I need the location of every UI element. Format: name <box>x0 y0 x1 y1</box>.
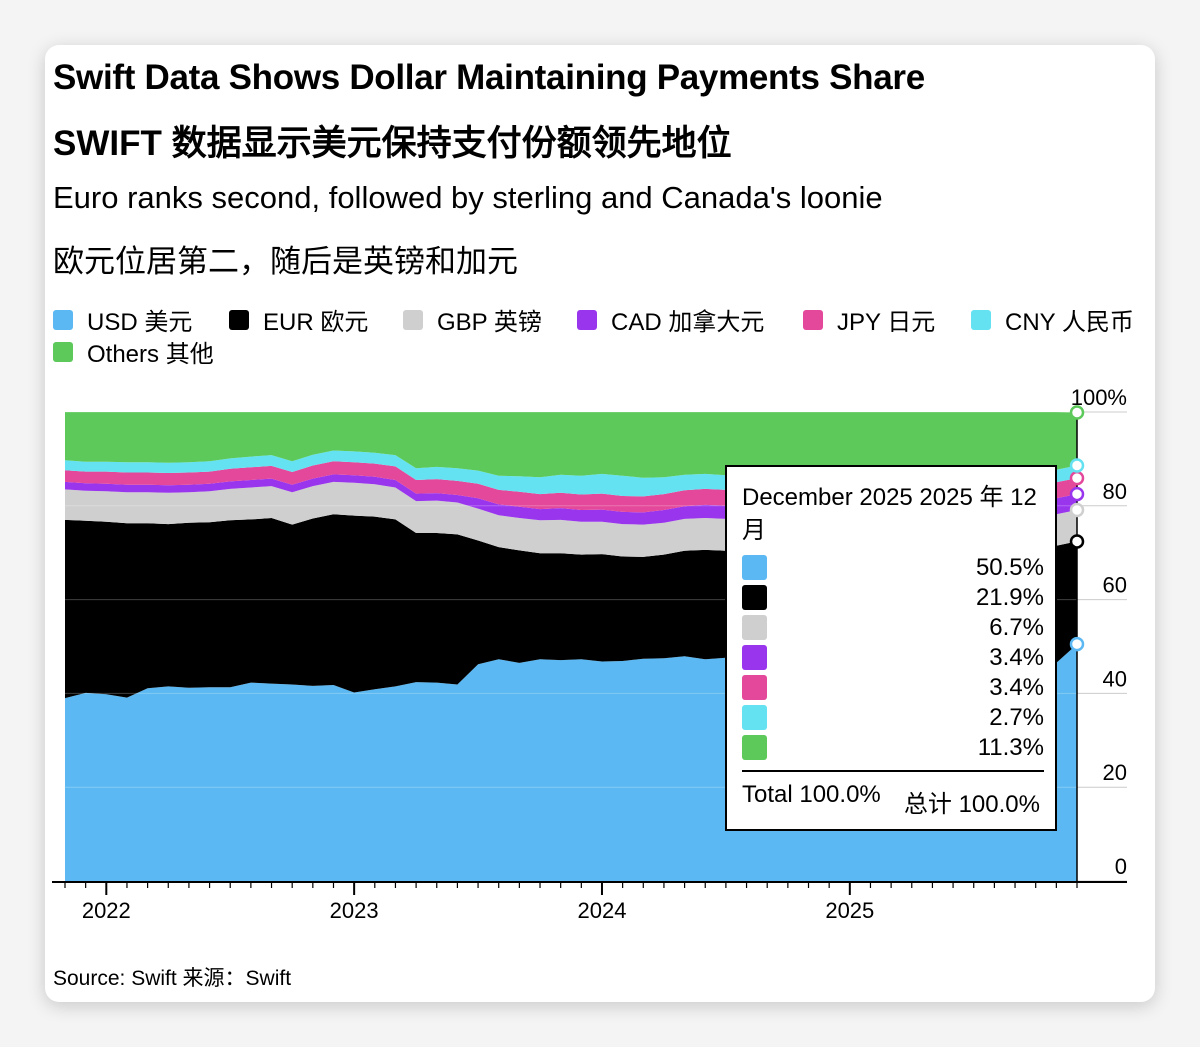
legend-label-usd: USD 美元 <box>87 309 193 336</box>
hover-marker-1 <box>1069 534 1085 549</box>
x-tick-label-2025: 2025 <box>825 898 874 923</box>
legend-label-gbp: GBP 英镑 <box>437 309 542 336</box>
tooltip-value-jpy: 3.4% <box>989 674 1044 701</box>
y-tick-label-80: 80 <box>1103 479 1127 504</box>
y-tick-label-0: 0 <box>1115 854 1127 879</box>
tooltip-row-eur: 21.9% <box>742 585 1044 611</box>
tooltip-date: December 2025 2025 年 12 月 <box>742 484 1037 544</box>
legend-label-eur: EUR 欧元 <box>263 309 369 336</box>
hover-tooltip: December 2025 2025 年 12 月 50.5% 21.9% 6.… <box>725 465 1057 831</box>
x-tick-label-2024: 2024 <box>578 898 627 923</box>
tooltip-value-cny: 2.7% <box>989 704 1044 731</box>
hover-marker-5 <box>1069 458 1085 473</box>
tooltip-swatch-usd <box>742 555 767 580</box>
legend-label-cad: CAD 加拿大元 <box>611 309 765 336</box>
legend-label-jpy: JPY 日元 <box>837 309 936 336</box>
legend-item-eur[interactable]: EUR 欧元 <box>229 302 368 337</box>
hover-marker-2 <box>1069 502 1085 518</box>
legend-swatch-eur <box>229 309 249 330</box>
chart-subtitle-zh: 欧元位居第二，随后是英镑和加元 <box>53 244 518 279</box>
tooltip-swatch-gbp <box>742 615 767 640</box>
y-tick-label-40: 40 <box>1103 666 1127 691</box>
legend-item-cny[interactable]: CNY 人民币 <box>971 302 1134 337</box>
legend-item-gbp[interactable]: GBP 英镑 <box>403 302 542 337</box>
tooltip-row-jpy: 3.4% <box>742 675 1044 701</box>
tooltip-value-usd: 50.5% <box>975 554 1044 581</box>
tooltip-swatch-cad <box>742 645 767 670</box>
legend-label-cny: CNY 人民币 <box>1005 309 1134 336</box>
legend-swatch-jpy <box>803 309 823 330</box>
y-tick-label-100: 100% <box>1071 385 1127 410</box>
tooltip-row-usd: 50.5% <box>742 555 1044 581</box>
tooltip-value-cad: 3.4% <box>989 644 1044 671</box>
legend-item-cad[interactable]: CAD 加拿大元 <box>577 302 764 337</box>
tooltip-swatch-cny <box>742 705 767 730</box>
legend-item-others[interactable]: Others 其他 <box>53 334 214 369</box>
x-tick-label-2022: 2022 <box>82 898 131 923</box>
tooltip-row-cad: 3.4% <box>742 645 1044 671</box>
legend-item-jpy[interactable]: JPY 日元 <box>803 302 935 337</box>
tooltip-swatch-others <box>742 735 767 760</box>
chart-subtitle-en: Euro ranks second, followed by sterling … <box>53 180 883 215</box>
hover-marker-4 <box>1069 470 1085 486</box>
tooltip-swatch-eur <box>742 585 767 610</box>
chart-title-en: Swift Data Shows Dollar Maintaining Paym… <box>53 58 925 97</box>
y-tick-label-60: 60 <box>1103 573 1127 598</box>
hover-marker-3 <box>1069 486 1085 502</box>
legend-swatch-others <box>53 341 73 362</box>
tooltip-value-others: 11.3% <box>977 734 1044 761</box>
tooltip-value-eur: 21.9% <box>975 584 1044 611</box>
hover-marker-6 <box>1069 405 1085 420</box>
legend-label-others: Others 其他 <box>87 341 214 368</box>
x-tick-label-2023: 2023 <box>330 898 379 923</box>
series-area-6 <box>65 412 1077 478</box>
tooltip-value-gbp: 6.7% <box>989 614 1044 641</box>
legend-swatch-cny <box>971 309 991 330</box>
legend-item-usd[interactable]: USD 美元 <box>53 302 192 337</box>
hover-marker-0 <box>1069 636 1085 652</box>
tooltip-total-en: Total 100.0% <box>742 781 881 808</box>
tooltip-row-others: 11.3% <box>742 735 1044 761</box>
tooltip-row-cny: 2.7% <box>742 705 1044 731</box>
tooltip-total-zh: 总计 100.0% <box>903 791 1040 818</box>
legend-swatch-usd <box>53 309 73 330</box>
legend-swatch-gbp <box>403 309 423 330</box>
chart-title-zh: SWIFT 数据显示美元保持支付份额领先地位 <box>53 124 732 163</box>
tooltip-divider <box>742 770 1044 772</box>
source-note: Source: Swift 来源：Swift <box>53 967 292 990</box>
legend-swatch-cad <box>577 309 597 330</box>
tooltip-row-gbp: 6.7% <box>742 615 1044 641</box>
y-tick-label-20: 20 <box>1103 760 1127 785</box>
tooltip-swatch-jpy <box>742 675 767 700</box>
